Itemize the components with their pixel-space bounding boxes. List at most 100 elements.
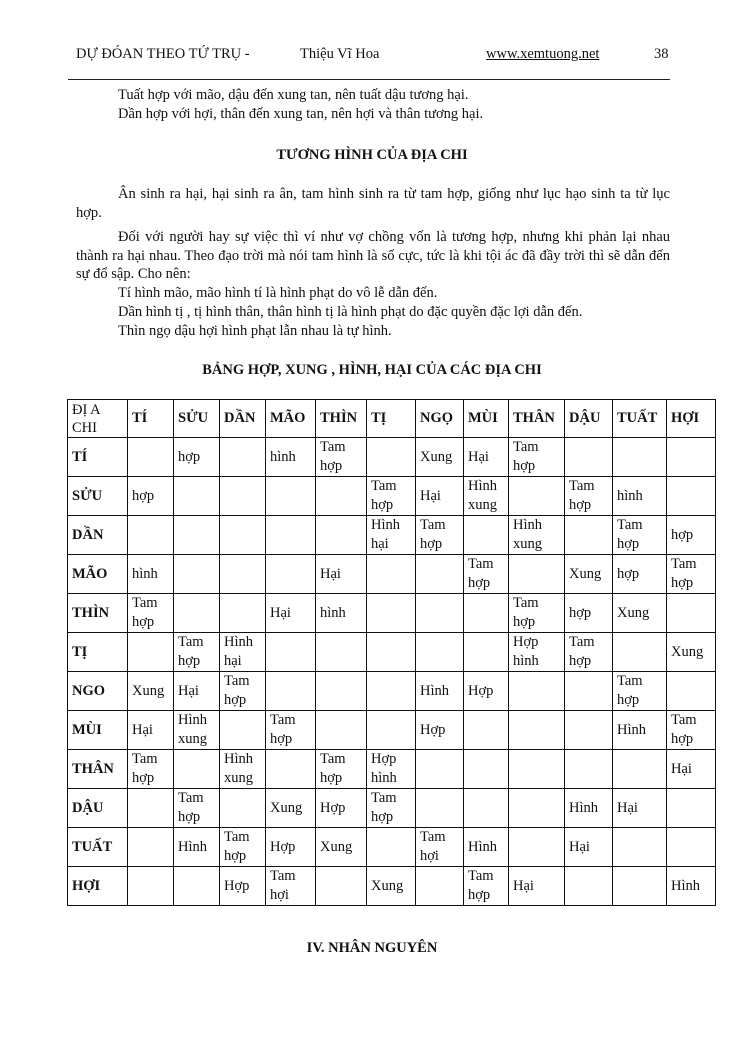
table-cell: Hại — [415, 476, 464, 516]
table-cell — [564, 515, 613, 555]
table-cell — [366, 671, 416, 711]
table-cell: Tam hợp — [173, 632, 220, 672]
table-cell: Hại — [127, 710, 174, 750]
table-cell — [366, 437, 416, 477]
column-header: THÂN — [508, 399, 565, 438]
table-cell: Hợp — [315, 788, 367, 828]
column-header: DẬU — [564, 399, 613, 438]
page-number: 38 — [654, 46, 669, 62]
table-cell — [265, 476, 316, 516]
row-header: MÙI — [67, 710, 128, 750]
table-cell — [463, 593, 509, 633]
book-title: DỰ ĐÓAN THEO TỨ TRỤ - — [76, 46, 250, 62]
table-cell — [463, 788, 509, 828]
table-cell: Hình hại — [366, 515, 416, 555]
table-cell: Tam hợp — [666, 554, 716, 594]
list-line: Thìn ngọ dậu hợi hình phạt lẫn nhau là t… — [118, 323, 392, 339]
column-header: TUẤT — [612, 399, 667, 438]
table-cell — [127, 866, 174, 906]
table-cell: Tam hợp — [463, 866, 509, 906]
table-cell: Xung — [564, 554, 613, 594]
table-cell — [366, 593, 416, 633]
table-cell: Hình — [666, 866, 716, 906]
table-cell — [564, 437, 613, 477]
table-cell: Hợp hình — [508, 632, 565, 672]
table-cell: hợp — [173, 437, 220, 477]
table-cell: Hại — [564, 827, 613, 867]
table-cell: Xung — [366, 866, 416, 906]
next-section-title: IV. NHÂN NGUYÊN — [306, 940, 438, 956]
dia-chi-relations-table: ĐỊ A CHI TÍ SỬU DẦN MÃO THÌN TỊ NGỌ MÙI THÂN DẬU TU… — [67, 399, 716, 906]
table-cell: hình — [315, 593, 367, 633]
table-cell: Hình — [173, 827, 220, 867]
table-cell: Xung — [415, 437, 464, 477]
table-cell — [415, 788, 464, 828]
table-cell — [127, 515, 174, 555]
table-cell — [508, 554, 565, 594]
table-cell — [564, 749, 613, 789]
table-cell — [366, 710, 416, 750]
row-header: SỬU — [67, 476, 128, 516]
table-cell: Hại — [315, 554, 367, 594]
table-header-row: ĐỊ A CHI TÍ SỬU DẦN MÃO THÌN TỊ NGỌ MÙI THÂN DẬU TU… — [67, 399, 716, 438]
table-cell — [415, 866, 464, 906]
row-header: THÂN — [67, 749, 128, 789]
table-cell — [366, 632, 416, 672]
table-row: TỊ Tam hợp Hình hại Hợp hình Tam hợp Xung — [67, 632, 716, 672]
table-cell — [564, 671, 613, 711]
table-cell: Hợp — [265, 827, 316, 867]
table-row: TUẤT Hình Tam hợp Hợp Xung Tam hợi Hình Hại — [67, 827, 716, 867]
table-cell — [173, 554, 220, 594]
row-header: NGO — [67, 671, 128, 711]
table-row: NGO Xung Hại Tam hợp Hình Hợp Tam hợp — [67, 671, 716, 711]
table-cell: hợp — [612, 554, 667, 594]
table-cell: Tam hợp — [315, 437, 367, 477]
table-cell: hợp — [666, 515, 716, 555]
table-cell: Tam hợp — [564, 632, 613, 672]
table-cell: Hợp — [415, 710, 464, 750]
table-cell: Tam hợp — [508, 593, 565, 633]
table-cell — [315, 515, 367, 555]
table-cell: Hình — [612, 710, 667, 750]
table-cell — [463, 749, 509, 789]
table-cell — [415, 593, 464, 633]
table-cell — [219, 710, 266, 750]
table-cell — [219, 788, 266, 828]
table-cell: Hại — [508, 866, 565, 906]
table-cell — [415, 749, 464, 789]
table-cell: Hình — [463, 827, 509, 867]
column-header: HỢI — [666, 399, 716, 438]
table-cell — [415, 632, 464, 672]
table-cell: Tam hợp — [612, 671, 667, 711]
table-cell — [219, 476, 266, 516]
table-cell: Tam hợp — [315, 749, 367, 789]
table-cell: Hại — [612, 788, 667, 828]
table-title: BẢNG HỢP, XUNG , HÌNH, HẠI CỦA CÁC ĐỊA C… — [202, 362, 542, 378]
table-cell — [127, 827, 174, 867]
table-cell — [666, 593, 716, 633]
table-cell: Tam hợp — [219, 671, 266, 711]
intro-line: Tuất hợp với mão, dậu đến xung tan, nên … — [118, 87, 469, 103]
table-cell: Tam hợi — [265, 866, 316, 906]
table-cell: hợp — [564, 593, 613, 633]
author: Thiệu Vĩ Hoa — [300, 46, 380, 62]
table-cell: Tam hợp — [173, 788, 220, 828]
table-cell: Hợp — [219, 866, 266, 906]
intro-line: Dần hợp với hợi, thân đến xung tan, nên … — [118, 106, 484, 122]
table-cell: Xung — [612, 593, 667, 633]
table-cell: Xung — [315, 827, 367, 867]
row-header: THÌN — [67, 593, 128, 633]
table-row: TÍ hợp hình Tam hợp Xung Hại Tam hợp — [67, 437, 716, 477]
table-row: HỢI Hợp Tam hợi Xung Tam hợp Hại Hình — [67, 866, 716, 906]
table-cell — [415, 554, 464, 594]
table-cell: Tam hợp — [127, 749, 174, 789]
table-row: DẦN Hình hại Tam hợp Hình xung Tam hợp hợp — [67, 515, 716, 555]
table-cell: Tam hợp — [508, 437, 565, 477]
table-cell — [508, 476, 565, 516]
table-cell: hợp — [127, 476, 174, 516]
website-link[interactable]: www.xemtuong.net — [486, 46, 600, 62]
table-cell — [612, 827, 667, 867]
table-cell: Xung — [666, 632, 716, 672]
table-cell — [127, 632, 174, 672]
table-cell: hình — [612, 476, 667, 516]
